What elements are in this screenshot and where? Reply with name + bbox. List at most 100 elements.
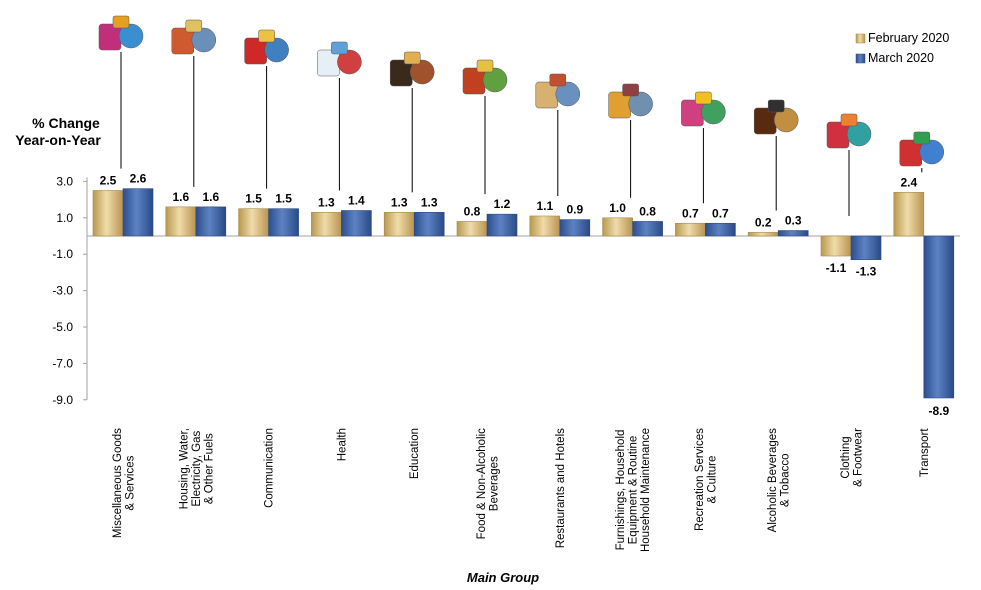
- bar-february: [92, 190, 124, 237]
- bar-february: [747, 232, 779, 237]
- y-axis-title-line2: Year-on-Year: [15, 132, 101, 148]
- y-tick-label: -7.0: [52, 356, 73, 370]
- data-label-layer: 2.5 2.6 1.6 1.6 1.5 1.5 1.3 1.4 1.3 1.3 0.8 1.2 1.1 0…: [100, 172, 950, 418]
- bar-february: [820, 235, 852, 257]
- category-label-line: Beverages: [488, 456, 500, 511]
- bar-march: [559, 219, 591, 237]
- category-label-line: Housing, Water,: [178, 428, 190, 509]
- legend-swatch-march: [855, 53, 866, 64]
- icon-leader-layer: [120, 52, 923, 216]
- category-label: Education: [409, 428, 421, 479]
- category-label-line: & Tobacco: [779, 453, 791, 507]
- category-label-layer: Miscellaneous Goods& Services Housing, Wa…: [112, 428, 931, 552]
- data-label-march: 2.6: [130, 172, 147, 186]
- bar-march: [268, 208, 299, 237]
- category-label: Furnishings, HouseholdEquipment & Routin…: [615, 428, 652, 552]
- category-label-line: Equipment & Routine: [628, 436, 640, 545]
- transport-vehicles-icon: [899, 131, 945, 167]
- bar-february: [456, 221, 488, 237]
- category-label: Recreation Services& Culture: [694, 428, 719, 531]
- y-tick-label: -1.0: [52, 247, 73, 261]
- data-label-february: 1.0: [609, 201, 626, 215]
- category-label-line: Electricity, Gas: [191, 431, 203, 507]
- data-label-february: -1.1: [826, 261, 847, 275]
- y-tick-label: -9.0: [52, 393, 73, 407]
- y-axis-title-line1: % Change: [32, 115, 100, 131]
- data-label-february: 0.8: [464, 204, 481, 218]
- category-label-line: & Culture: [707, 456, 719, 504]
- toys-recreation-icon: [681, 91, 726, 127]
- category-label-line: Restaurants and Hotels: [555, 428, 567, 548]
- hospital-icon: [317, 41, 362, 77]
- category-label-line: & Footwear: [852, 428, 864, 487]
- data-label-march: 1.5: [275, 192, 292, 206]
- data-label-february: 2.4: [900, 175, 917, 189]
- category-label-line: Transport: [919, 428, 931, 478]
- data-label-march: 1.3: [421, 195, 438, 209]
- data-label-february: 1.1: [536, 199, 553, 213]
- legend-label-february: February 2020: [868, 31, 949, 45]
- category-label: Transport: [919, 428, 931, 478]
- bar-march: [923, 235, 955, 399]
- category-label-line: & Other Fuels: [203, 433, 215, 504]
- legend-label-march: March 2020: [868, 51, 934, 65]
- y-tick-label: -3.0: [52, 284, 73, 298]
- bar-march: [195, 206, 227, 237]
- category-label-line: Clothing: [840, 436, 852, 478]
- data-label-march: 0.3: [785, 214, 802, 228]
- data-label-february: 1.5: [245, 192, 262, 206]
- data-label-march: 1.4: [348, 194, 365, 208]
- legend-swatch-february: [855, 33, 866, 44]
- data-label-february: 1.3: [318, 195, 335, 209]
- category-label: Food & Non-AlcoholicBeverages: [476, 428, 501, 539]
- cosmetics-shopping-icon: [98, 15, 144, 51]
- bar-march: [122, 188, 154, 237]
- data-label-february: 0.7: [682, 206, 699, 220]
- data-label-march: 0.9: [566, 203, 583, 217]
- category-label-line: Health: [336, 428, 348, 461]
- food-basket-icon: [462, 59, 508, 95]
- data-label-february: 1.3: [391, 195, 408, 209]
- bar-february: [165, 206, 197, 237]
- bar-february: [383, 212, 415, 237]
- category-label: Clothing& Footwear: [840, 428, 865, 487]
- category-label-line: Miscellaneous Goods: [112, 428, 124, 538]
- bar-march: [486, 213, 518, 237]
- data-label-march: -1.3: [856, 265, 877, 279]
- category-label: Alcoholic Beverages& Tobacco: [767, 428, 792, 532]
- data-label-march: 0.7: [712, 206, 729, 220]
- bar-march: [341, 210, 372, 237]
- bar-february: [238, 208, 269, 237]
- category-label: Miscellaneous Goods& Services: [112, 428, 137, 538]
- x-axis-title: Main Group: [467, 570, 539, 585]
- bar-february: [311, 212, 342, 237]
- category-label-line: Furnishings, Household: [615, 430, 627, 551]
- bar-march: [777, 230, 809, 237]
- data-label-march: 0.8: [639, 204, 656, 218]
- category-label-line: Food & Non-Alcoholic: [476, 428, 488, 539]
- bar-february: [675, 222, 706, 237]
- category-label: Restaurants and Hotels: [555, 428, 567, 548]
- bar-february: [893, 192, 925, 237]
- category-label-line: & Services: [124, 455, 136, 510]
- data-label-march: 1.2: [494, 197, 511, 211]
- bar-march: [632, 221, 663, 237]
- y-tick-label: 3.0: [56, 174, 73, 188]
- y-tick-label: -5.0: [52, 320, 73, 334]
- bar-february: [529, 215, 561, 237]
- bar-february: [602, 217, 633, 237]
- category-label: Communication: [264, 428, 276, 508]
- data-label-march: 1.6: [202, 190, 219, 204]
- y-tick-label: 1.0: [56, 211, 73, 225]
- phone-router-icon: [244, 29, 289, 65]
- category-icon-layer: [98, 15, 945, 167]
- bar-march: [705, 222, 736, 237]
- house-power-icon: [171, 19, 217, 55]
- furniture-appliances-icon: [608, 83, 653, 119]
- data-label-february: 1.6: [172, 190, 189, 204]
- axis-layer: 3.0 1.0 -1.0 -3.0 -5.0 -7.0 -9.0: [52, 174, 960, 407]
- data-label-february: 0.2: [755, 215, 772, 229]
- clothing-icon: [826, 113, 872, 149]
- data-label-february: 2.5: [100, 174, 117, 188]
